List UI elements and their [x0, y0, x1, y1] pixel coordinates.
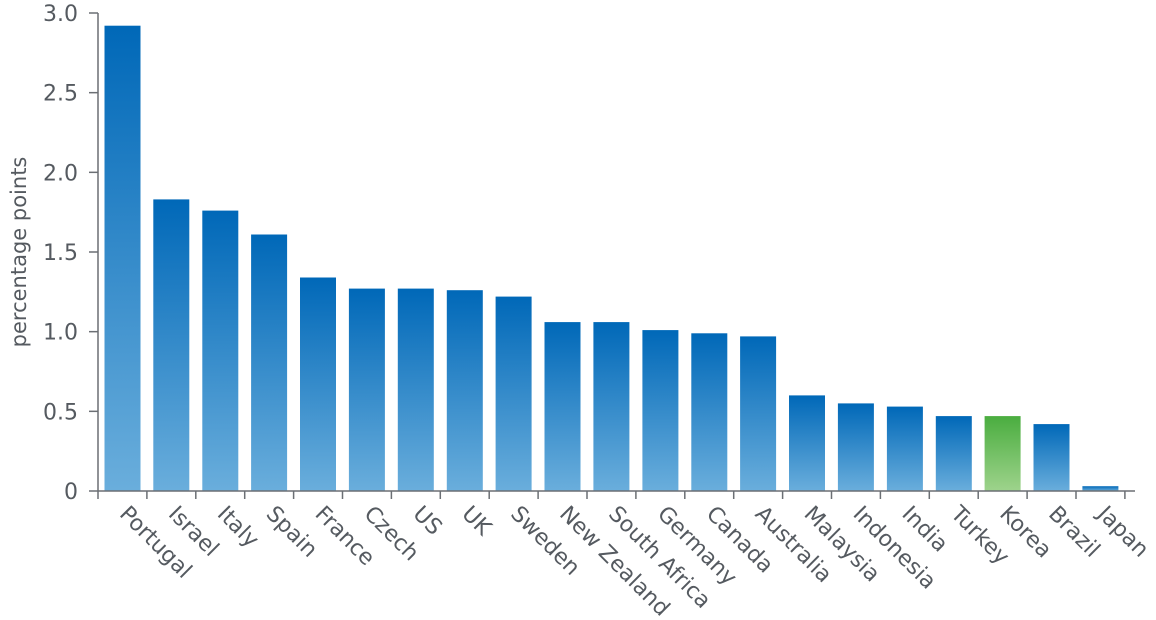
bars — [104, 25, 1119, 491]
y-tick-label: 1.5 — [43, 241, 78, 266]
y-tick-label: 3.0 — [43, 2, 78, 27]
x-tick-label: US — [408, 502, 447, 541]
bar-israel — [153, 199, 190, 491]
y-axis: 0 0.5 1.0 1.5 2.0 2.5 3.0 — [43, 2, 99, 505]
bar-canada — [691, 333, 728, 491]
bar-korea — [984, 416, 1021, 491]
bar-us — [397, 288, 434, 491]
bar-japan — [1082, 486, 1119, 491]
bar-new-zealand — [544, 322, 581, 491]
bar-portugal — [104, 25, 141, 491]
bar-germany — [642, 330, 679, 491]
bar-france — [300, 277, 336, 491]
x-tick-label: Brazil — [1043, 502, 1104, 563]
y-tick-label: 0.5 — [43, 400, 78, 425]
bar-australia — [740, 336, 777, 491]
x-tick-label: UK — [457, 502, 497, 542]
bar-turkey — [935, 416, 972, 491]
y-tick-label: 2.5 — [43, 82, 78, 107]
x-tick-label: Spain — [261, 502, 322, 563]
bar-india — [886, 406, 923, 491]
y-tick-label: 2.0 — [43, 161, 78, 186]
y-tick-label: 0 — [64, 480, 78, 505]
bar-czech — [348, 288, 385, 491]
bar-south-africa — [593, 322, 630, 491]
bar-italy — [202, 210, 239, 491]
y-tick-label: 1.0 — [43, 321, 78, 346]
bar-sweden — [495, 296, 532, 491]
bar-uk — [446, 290, 483, 491]
bar-indonesia — [837, 403, 874, 491]
y-axis-title: percentage points — [7, 157, 31, 348]
x-tick-label: Japan — [1091, 500, 1153, 562]
bar-spain — [251, 234, 288, 491]
bar-malaysia — [789, 395, 825, 491]
bar-brazil — [1033, 424, 1070, 491]
